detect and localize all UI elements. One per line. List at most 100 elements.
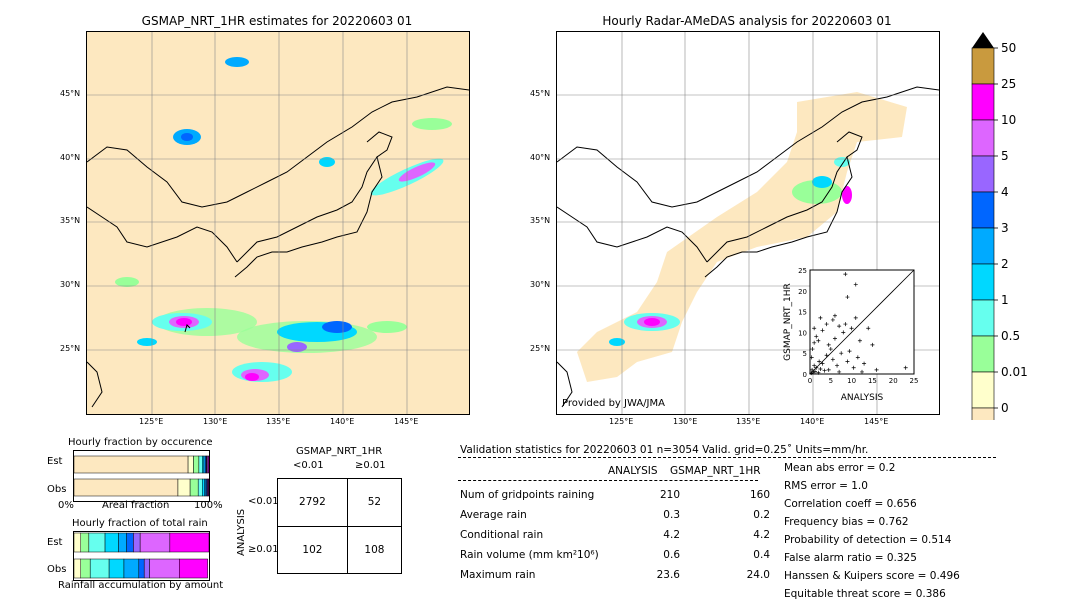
total-row-obs: Obs	[47, 564, 67, 575]
scatter-point	[835, 363, 840, 368]
scatter-point	[849, 326, 854, 331]
score-far: False alarm ratio = 0.325	[784, 552, 917, 564]
occurence-title: Hourly fraction by occurence	[68, 437, 213, 448]
fraction-segment	[89, 558, 110, 579]
left-gridlines	[87, 32, 469, 414]
fraction-segment	[193, 455, 200, 474]
fraction-segment	[198, 455, 203, 474]
stats-label: Conditional rain	[460, 529, 544, 541]
scatter-point	[860, 369, 864, 374]
scatter-xtick: 25	[910, 377, 919, 385]
fraction-segment	[138, 558, 145, 579]
left-lat-45: 45°N	[60, 89, 81, 98]
colorbar-segment	[971, 227, 995, 265]
fraction-segment	[118, 532, 127, 553]
fraction-segment	[208, 478, 210, 497]
fraction-segment	[202, 478, 205, 497]
stats-label: Rain volume (mm km²10⁶)	[460, 549, 599, 561]
scatter-xtick: 0	[808, 377, 812, 385]
scatter-point	[812, 363, 817, 368]
fraction-segment	[73, 558, 81, 579]
scatter-point	[853, 315, 858, 320]
scatter-point	[809, 355, 814, 360]
colorbar-label: 0	[1001, 401, 1009, 415]
cell-hit-none: 2792	[277, 478, 348, 527]
fraction-segment	[179, 558, 208, 579]
scatter-point	[832, 313, 837, 318]
stats-gsmap: 0.4	[753, 549, 770, 561]
stats-row: Num of gridpoints raining 210 160	[460, 485, 770, 505]
fraction-segment	[149, 558, 180, 579]
score-freq-bias: Frequency bias = 0.762	[784, 516, 909, 528]
left-lat-25: 25°N	[60, 344, 81, 353]
scatter-point	[903, 365, 908, 370]
right-lat-25: 25°N	[530, 344, 551, 353]
right-lon-140: 140°E	[800, 417, 825, 426]
stats-analysis: 0.3	[663, 509, 680, 521]
colorbar-label: 0.5	[1001, 329, 1020, 343]
scatter-point	[820, 328, 825, 333]
score-rmse: RMS error = 1.0	[784, 480, 868, 492]
map-credit: Provided by JWA/JMA	[562, 398, 665, 409]
right-lon-135: 135°E	[736, 417, 761, 426]
stats-gsmap: 24.0	[746, 569, 770, 581]
scatter-point	[845, 359, 850, 364]
total-bars	[73, 532, 210, 579]
left-lat-40: 40°N	[60, 153, 81, 162]
right-map-title: Hourly Radar-AMeDAS analysis for 2022060…	[602, 14, 892, 28]
stats-label: Num of gridpoints raining	[460, 489, 595, 501]
scatter-point	[843, 272, 848, 277]
scatter-point	[855, 355, 860, 360]
validation-table: Num of gridpoints raining 210 160 Average …	[460, 485, 770, 585]
scatter-point	[810, 367, 815, 372]
scatter-point	[874, 367, 879, 372]
left-lon-135: 135°E	[266, 417, 291, 426]
scatter-xtick: 15	[868, 377, 877, 385]
scatter-point	[866, 326, 871, 331]
contingency-row-ge: ≥0.01	[248, 544, 279, 555]
scatter-plot: 00 5 5 10 10 15 15 20 20 25 25 ANALYSIS GSMAP_NRT_1H…	[783, 267, 919, 403]
scatter-ytick: 15	[798, 309, 807, 317]
fraction-segment	[133, 532, 141, 553]
stats-gsmap: 4.2	[753, 529, 770, 541]
stats-analysis: 0.6	[663, 549, 680, 561]
fraction-segment	[80, 558, 91, 579]
stats-analysis: 23.6	[656, 569, 680, 581]
fraction-segment	[80, 532, 90, 553]
score-corr: Correlation coeff = 0.656	[784, 498, 917, 510]
stats-gsmap: 160	[749, 489, 770, 501]
scatter-point	[853, 282, 858, 287]
fraction-segment	[126, 532, 134, 553]
colorbar-label: 2	[1001, 257, 1009, 271]
fraction-segment	[104, 532, 119, 553]
total-chart	[73, 531, 210, 581]
fraction-segment	[207, 455, 210, 474]
fraction-segment	[143, 558, 150, 579]
stats-label: Maximum rain	[460, 569, 536, 581]
scatter-diagonal	[809, 269, 915, 375]
colorbar-svg: 50 25 10 5 4 3 2 1 0.5 0.01 0	[971, 32, 1028, 445]
colorbar-label: 25	[1001, 77, 1016, 91]
scatter-point	[828, 347, 833, 352]
scatter-ytick: 20	[798, 288, 807, 296]
cell-hit: 108	[346, 525, 403, 574]
validation-divider	[458, 457, 996, 458]
scatter-point	[820, 361, 825, 366]
colorbar-label: 0.01	[1001, 365, 1028, 379]
fraction-segment	[187, 455, 194, 474]
scatter-point	[839, 351, 844, 356]
scatter-point	[822, 368, 827, 373]
left-map-title: GSMAP_NRT_1HR estimates for 20220603 01	[141, 14, 413, 28]
scatter-point	[841, 330, 846, 335]
right-lat-30: 30°N	[530, 280, 551, 289]
right-lat-40: 40°N	[530, 153, 551, 162]
left-map-svg	[87, 32, 469, 414]
colorbar-segment	[971, 371, 995, 409]
fraction-segment	[177, 478, 191, 497]
left-precip-layer	[115, 57, 452, 382]
colorbar: 50 25 10 5 4 3 2 1 0.5 0.01 0	[968, 30, 1048, 445]
right-lat-45: 45°N	[530, 89, 551, 98]
scatter-ytick: 25	[798, 267, 807, 275]
colorbar-segment	[971, 191, 995, 229]
scatter-xtick: 20	[889, 377, 898, 385]
